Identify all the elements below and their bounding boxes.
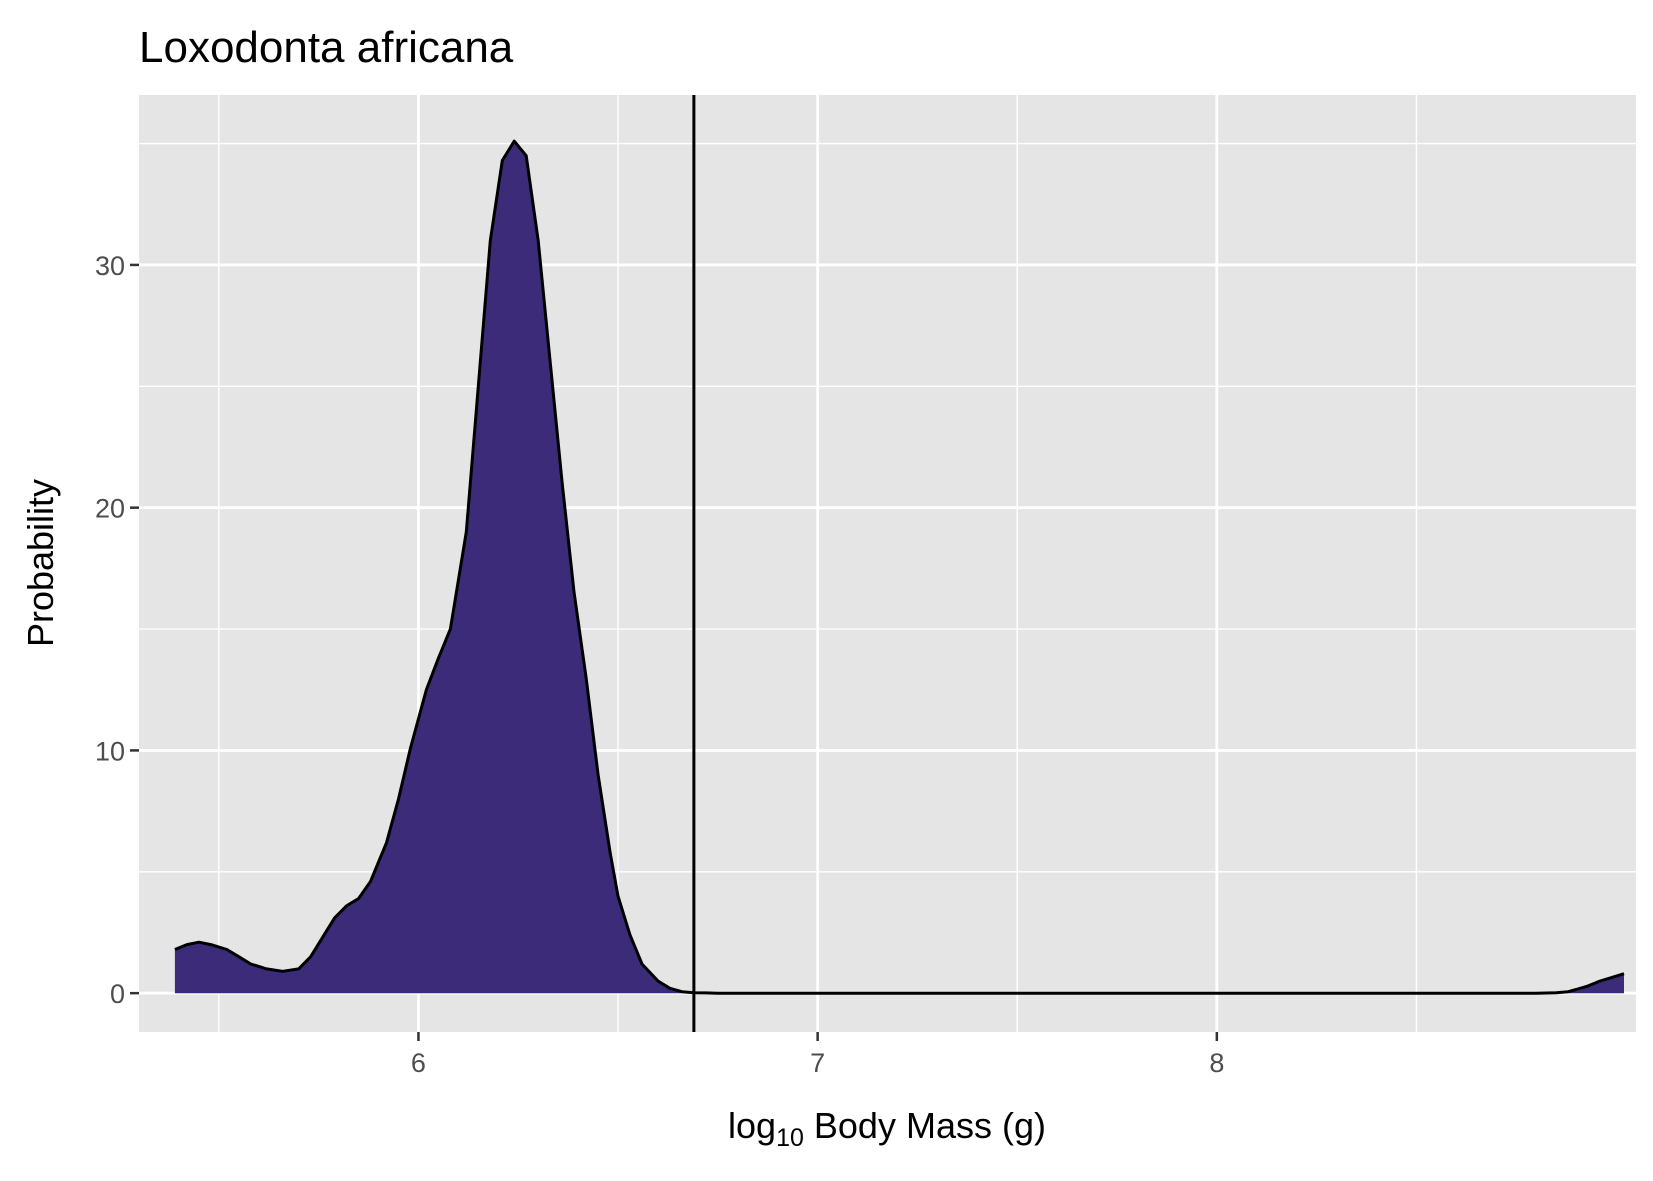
y-tick-label: 10	[95, 736, 125, 766]
x-axis-title-subscript: 10	[776, 1124, 804, 1152]
x-tick-label: 8	[1209, 1048, 1224, 1078]
minor-gridlines	[139, 95, 1636, 1032]
y-axis: 0 10 20 30	[95, 251, 139, 1009]
x-axis-title: log10 Body Mass (g)	[728, 1105, 1046, 1152]
x-tick-label: 6	[411, 1048, 426, 1078]
x-axis-title-main: log	[728, 1105, 776, 1146]
y-axis-title: Probability	[20, 479, 61, 647]
x-tick-label: 7	[810, 1048, 825, 1078]
y-tick-label: 0	[110, 979, 125, 1009]
density-outline	[174, 139, 1625, 995]
density-layer	[174, 139, 1625, 995]
x-axis-title-rest: Body Mass (g)	[804, 1105, 1046, 1146]
y-tick-label: 30	[95, 251, 125, 281]
x-axis: 6 7 8	[411, 1032, 1224, 1078]
y-tick-label: 20	[95, 494, 125, 524]
density-area	[174, 141, 1624, 994]
chart-title: Loxodonta africana	[139, 23, 514, 72]
